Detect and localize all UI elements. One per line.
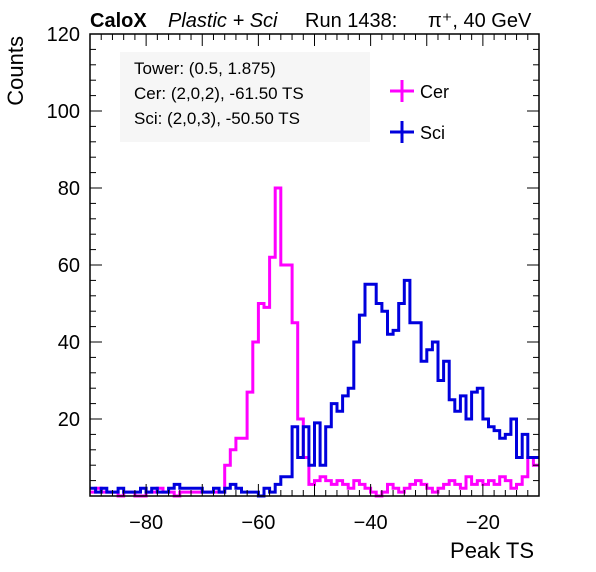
y-axis-label: Counts — [3, 36, 28, 106]
series-sci-line — [90, 278, 539, 498]
x-tick-label: −40 — [354, 512, 388, 534]
y-tick-label: 40 — [58, 332, 80, 354]
title-beam: π⁺, 40 GeV — [428, 10, 532, 32]
tick-layer: −80 −60 −40 −20 20 40 60 80 100 120 — [47, 24, 540, 534]
title-config: Plastic + Sci — [168, 10, 278, 32]
y-tick-label: 20 — [58, 409, 80, 431]
x-tick-label: −80 — [129, 512, 163, 534]
x-axis-label: Peak TS — [450, 538, 534, 563]
x-tick-label: −20 — [466, 512, 500, 534]
legend: Cer Sci — [390, 80, 449, 143]
info-tower: Tower: (0.5, 1.875) — [134, 59, 276, 78]
y-tick-label: 120 — [47, 24, 80, 46]
x-tick-label: −60 — [241, 512, 275, 534]
info-cer: Cer: (2,0,2), -61.50 TS — [134, 84, 304, 103]
legend-sci-label: Sci — [420, 123, 445, 143]
info-sci: Sci: (2,0,3), -50.50 TS — [134, 109, 300, 128]
title-run: Run 1438: — [305, 10, 397, 32]
plot-frame — [89, 33, 540, 497]
legend-cer-label: Cer — [420, 82, 449, 102]
y-tick-label: 80 — [58, 178, 80, 200]
info-box — [120, 52, 370, 142]
y-tick-label: 60 — [58, 255, 80, 277]
series-layer — [90, 186, 539, 498]
title-calox: CaloX — [90, 10, 147, 32]
y-tick-label: 100 — [47, 101, 80, 123]
